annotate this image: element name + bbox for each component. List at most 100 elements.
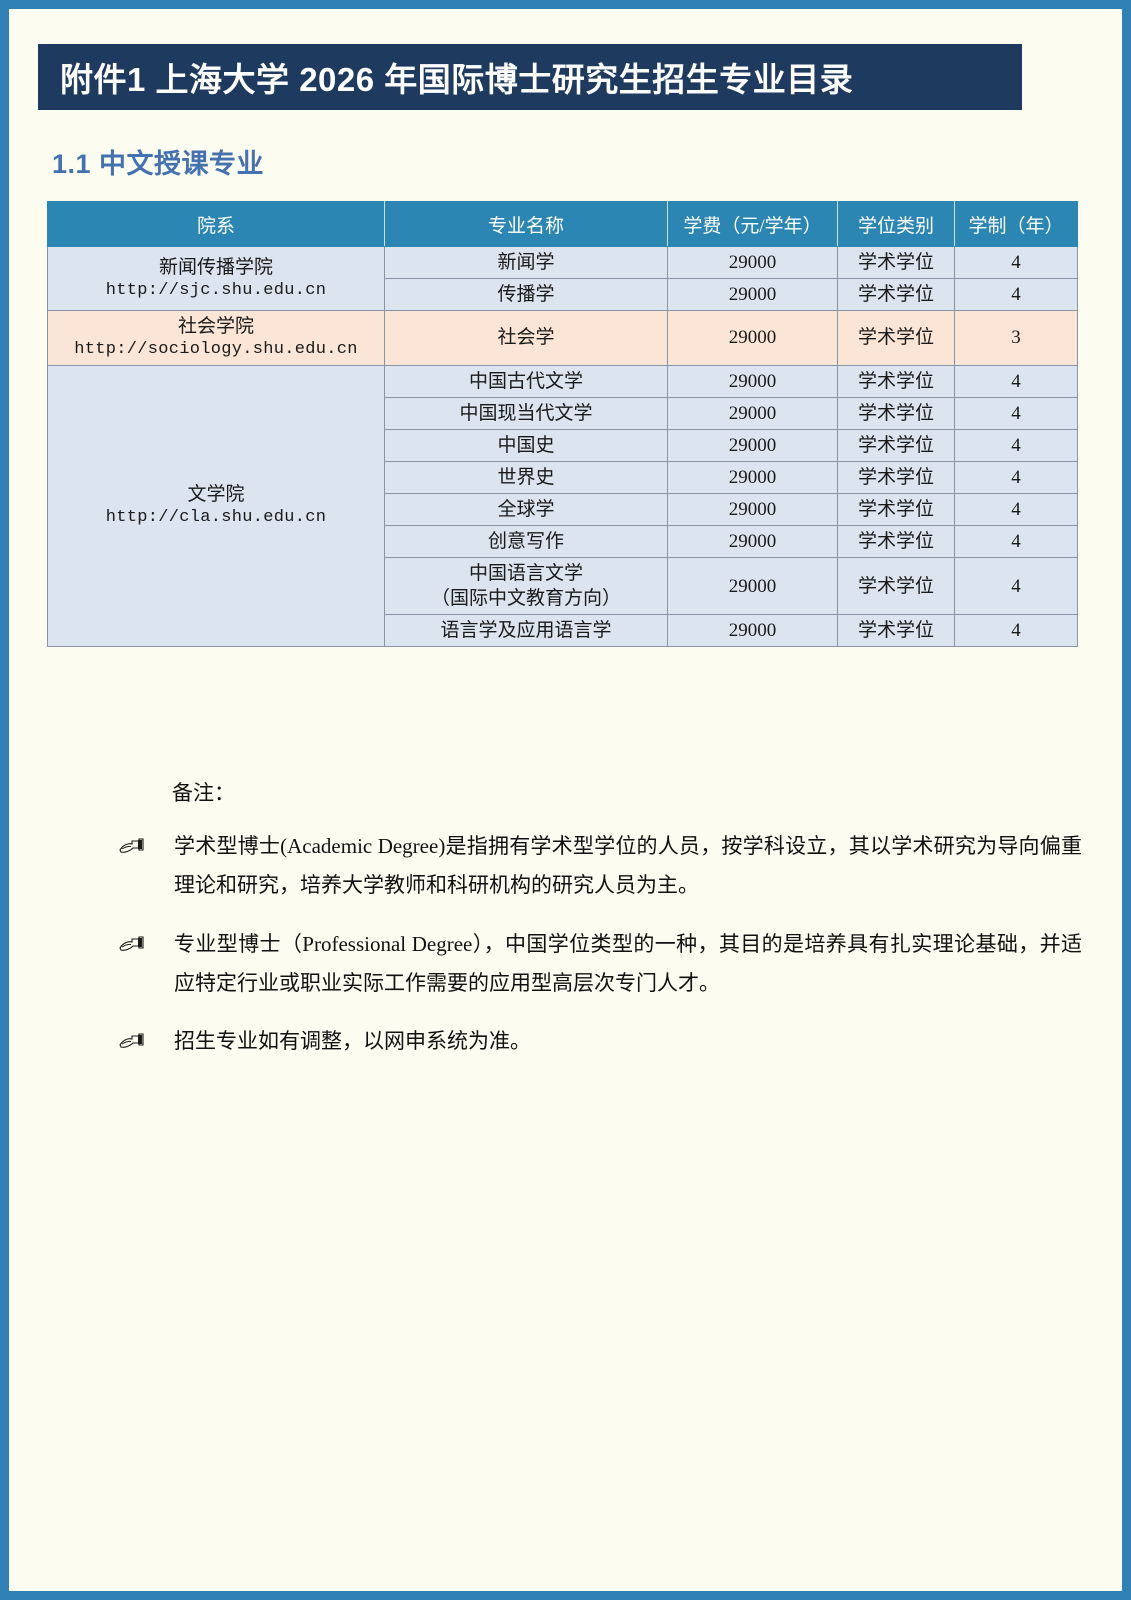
cell-duration: 4 [954, 614, 1078, 648]
cell-tuition: 29000 [667, 614, 838, 648]
cell-duration: 4 [954, 396, 1078, 430]
note-bullet-icon [117, 925, 174, 954]
column-header-tuition: 学费（元/学年） [667, 201, 838, 247]
cell-major-name: 全球学 [384, 492, 668, 527]
cell-duration: 4 [954, 428, 1078, 462]
cell-major-name: 中国史 [384, 428, 668, 462]
cell-duration: 4 [954, 525, 1078, 559]
cell-major-name: 中国现当代文学 [384, 396, 668, 430]
note-text: 招生专业如有调整，以网申系统为准。 [174, 1029, 531, 1054]
cell-duration: 4 [954, 557, 1078, 616]
page-title: 附件1 上海大学 2026 年国际博士研究生招生专业目录 [60, 61, 854, 98]
note-bullet-icon [117, 1022, 174, 1051]
major-name: 中国古代文学 [468, 370, 583, 392]
cell-degree-type: 学术学位 [837, 460, 955, 494]
column-header-degree-type: 学位类别 [837, 201, 955, 247]
cell-tuition: 29000 [667, 396, 838, 430]
note-item: 招生专业如有调整，以网申系统为准。 [117, 1022, 1082, 1061]
cell-degree-type: 学术学位 [837, 278, 955, 312]
cell-major-name: 传播学 [384, 278, 668, 312]
cell-major-name: 中国古代文学 [384, 364, 668, 398]
note-item: 学术型博士(Academic Degree)是指拥有学术型学位的人员，按学科设立… [117, 827, 1082, 905]
cell-department: 文学院 http://cla.shu.edu.cn [47, 364, 385, 648]
cell-duration: 3 [954, 310, 1078, 366]
department-url[interactable]: http://sociology.shu.edu.cn [74, 340, 358, 360]
table-body: 新闻传播学院 http://sjc.shu.edu.cn 新闻学 29000 学术学位 4… [47, 245, 1078, 648]
note-bullet-icon [117, 827, 174, 856]
table-header-row: 院系 专业名称 学费（元/学年） 学位类别 学制（年） [47, 201, 1078, 247]
cell-major-name: 语言学及应用语言学 [384, 614, 668, 648]
majors-table-container: 院系 专业名称 学费（元/学年） 学位类别 学制（年） 新闻传播学院 http:/… [47, 201, 1078, 648]
notes-list: 学术型博士(Academic Degree)是指拥有学术型学位的人员，按学科设立… [117, 827, 1082, 1061]
cell-tuition: 29000 [667, 278, 838, 312]
cell-major-name: 新闻学 [384, 245, 668, 280]
cell-duration: 4 [954, 460, 1078, 494]
cell-degree-type: 学术学位 [837, 396, 955, 430]
cell-degree-type: 学术学位 [837, 525, 955, 559]
column-header-duration: 学制（年） [954, 201, 1078, 247]
department-url[interactable]: http://sjc.shu.edu.cn [105, 280, 327, 300]
table-row: 传播学 29000 学术学位 4 [48, 278, 1078, 312]
major-name: 世界史 [497, 466, 555, 488]
title-banner: 附件1 上海大学 2026 年国际博士研究生招生专业目录 [38, 44, 1022, 110]
cell-tuition: 29000 [667, 492, 838, 527]
table-row: 新闻传播学院 http://sjc.shu.edu.cn 新闻学 29000 学术学位 4 [47, 245, 1078, 312]
table-row: 中国现当代文学 29000 学术学位 4 [48, 396, 1078, 430]
cell-tuition: 29000 [667, 245, 838, 280]
table-row: 全球学 29000 学术学位 4 [48, 492, 1078, 527]
department-url[interactable]: http://cla.shu.edu.cn [105, 508, 327, 528]
cell-duration: 4 [954, 492, 1078, 527]
column-header-major: 专业名称 [384, 201, 668, 247]
major-name: 传播学 [497, 284, 555, 306]
note-text: 学术型博士(Academic Degree)是指拥有学术型学位的人员，按学科设立… [174, 834, 1082, 897]
major-name: 新闻学 [497, 252, 555, 273]
major-name: 全球学 [497, 498, 555, 520]
pointing-hand-icon [119, 838, 144, 853]
cell-department: 新闻传播学院 http://sjc.shu.edu.cn [47, 245, 385, 312]
cell-department: 社会学院 http://sociology.shu.edu.cn [47, 310, 385, 366]
table-header: 院系 专业名称 学费（元/学年） 学位类别 学制（年） [47, 201, 1078, 247]
cell-major-name: 创意写作 [384, 525, 668, 559]
table-row: 文学院 http://cla.shu.edu.cn 中国古代文学 29000 学术学位 4 [47, 364, 1078, 648]
table-row: 中国史 29000 学术学位 4 [48, 428, 1078, 462]
cell-tuition: 29000 [667, 525, 838, 559]
cell-tuition: 29000 [667, 310, 838, 366]
cell-tuition: 29000 [667, 557, 838, 616]
cell-duration: 4 [954, 245, 1078, 280]
major-name: 中国语言文学 [468, 563, 583, 585]
cell-tuition: 29000 [667, 364, 838, 398]
section-heading: 1.1 中文授课专业 [52, 149, 265, 179]
major-name: 中国史 [497, 434, 555, 456]
note-text: 专业型博士（Professional Degree），中国学位类型的一种，其目的… [174, 931, 1082, 995]
cell-major-name: 中国语言文学 （国际中文教育方向） [384, 557, 668, 616]
cell-degree-type: 学术学位 [837, 557, 955, 616]
major-name-subtitle: （国际中文教育方向） [430, 588, 621, 610]
pointing-hand-icon [119, 936, 144, 951]
table-row: 语言学及应用语言学 29000 学术学位 4 [48, 614, 1078, 648]
cell-degree-type: 学术学位 [837, 428, 955, 462]
cell-degree-type: 学术学位 [837, 364, 955, 398]
pointing-hand-icon [119, 1033, 144, 1049]
cell-degree-type: 学术学位 [837, 614, 955, 648]
major-name: 语言学及应用语言学 [440, 620, 612, 642]
note-item: 专业型博士（Professional Degree），中国学位类型的一种，其目的… [117, 925, 1082, 1003]
cell-major-name: 世界史 [384, 460, 668, 494]
cell-tuition: 29000 [667, 460, 838, 494]
cell-tuition: 29000 [667, 428, 838, 462]
column-header-department: 院系 [47, 201, 385, 247]
major-name: 社会学 [497, 327, 555, 349]
major-name: 创意写作 [487, 531, 564, 553]
department-name: 社会学院 [177, 316, 254, 338]
department-name: 文学院 [187, 484, 245, 506]
cell-duration: 4 [954, 278, 1078, 312]
majors-table: 院系 专业名称 学费（元/学年） 学位类别 学制（年） 新闻传播学院 http:/… [47, 201, 1078, 648]
major-name: 中国现当代文学 [459, 402, 593, 424]
cell-major-name: 社会学 [384, 310, 668, 366]
table-row: 中国语言文学 （国际中文教育方向） 29000 学术学位 4 [48, 557, 1078, 616]
notes-section: 备注： 学术型博士(Academic Degree)是指拥有学术型学位的人员，按… [117, 777, 1082, 1081]
notes-title: 备注： [172, 781, 235, 805]
page-content: 附件1 上海大学 2026 年国际博士研究生招生专业目录 1.1 中文授课专业 … [9, 9, 1122, 1591]
table-row: 社会学院 http://sociology.shu.edu.cn 社会学 29000 学… [47, 310, 1078, 366]
table-row: 世界史 29000 学术学位 4 [48, 460, 1078, 494]
